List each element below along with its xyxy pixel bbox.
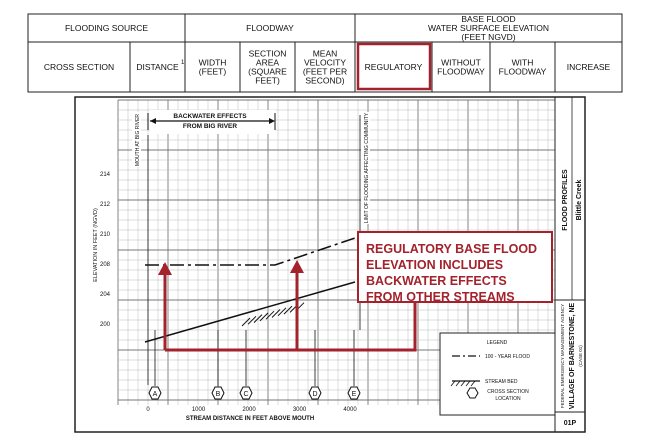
case: (CASE 01) <box>578 345 583 367</box>
bed-hatch <box>277 307 287 317</box>
column-header: (FEET) <box>199 67 227 77</box>
y-tick-label: 208 <box>100 262 111 268</box>
legend-xs <box>466 387 479 399</box>
x-tick-label: 0 <box>146 407 150 413</box>
mouth-label: MOUTH AT BIG RIVER <box>135 114 141 166</box>
legend-box <box>439 332 556 416</box>
column-header: CROSS SECTION <box>44 62 114 72</box>
x-axis-label: STREAM DISTANCE IN FEET ABOVE MOUTH <box>186 416 314 422</box>
group-header: FLOODWAY <box>246 23 294 33</box>
column-header: FEET) <box>255 76 280 86</box>
backwater-label: BACKWATER EFFECTS <box>173 113 247 120</box>
group-header: WATER SURFACE ELEVATION <box>428 23 549 33</box>
bed-hatch <box>253 314 263 323</box>
y-tick-label: 204 <box>100 292 111 298</box>
bed-hatch <box>241 317 251 327</box>
x-tick-label: 1000 <box>192 407 206 413</box>
legend-hatch <box>455 380 461 387</box>
y-tick-label: 214 <box>100 172 111 178</box>
flood-profile <box>145 237 356 266</box>
community: VILLAGE OF BARNESTONE, NE <box>569 302 576 409</box>
x-tick-label: 2000 <box>242 407 256 413</box>
group-header: BASE FLOOD <box>461 14 515 24</box>
mouth-bg <box>132 112 141 167</box>
backwater-bg <box>150 110 275 134</box>
column-header: FLOODWAY <box>437 67 485 77</box>
column-header: SECOND) <box>305 76 344 86</box>
callout-text: REGULATORY BASE FLOOD <box>366 242 537 256</box>
column-header: MEAN <box>313 49 338 59</box>
profile-title: FLOOD PROFILES <box>562 169 569 231</box>
column-header: FLOODWAY <box>499 67 547 77</box>
callout-arrow <box>163 270 417 352</box>
column-header: REGULATORY <box>365 62 423 72</box>
bed-hatch <box>271 309 281 318</box>
y-tick-label: 200 <box>100 322 111 328</box>
x-tick-label: 4000 <box>343 407 357 413</box>
stream-name: Blittle Creek <box>576 179 583 220</box>
group-header: (FEET NGVD) <box>461 32 515 42</box>
column-header: AREA <box>256 58 279 68</box>
xs-marker <box>347 386 361 400</box>
column-header: VELOCITY <box>304 58 346 68</box>
column-header: (FEET PER <box>303 67 347 77</box>
legend-hatch <box>470 380 476 387</box>
legend-flood-label: 100 - YEAR FLOOD <box>485 354 530 360</box>
legend-hatch <box>450 380 456 387</box>
legend-hatch <box>465 380 471 387</box>
panel: 01P <box>564 420 577 427</box>
legend-xs-label: CROSS SECTION <box>487 389 529 395</box>
legend-xs-label: LOCATION <box>495 396 521 402</box>
xs-marker <box>211 386 225 400</box>
limit-label: LIMIT OF FLOODING AFFECTING COMMUNITY <box>364 112 370 223</box>
xs-label: B <box>216 391 221 398</box>
xs-marker <box>148 386 162 400</box>
column-header: SECTION <box>249 49 287 59</box>
column-header: WITH <box>512 58 534 68</box>
backwater-label: FROM BIG RIVER <box>183 123 237 130</box>
group-header: FLOODING SOURCE <box>65 23 148 33</box>
y-axis-label: ELEVATION IN FEET (NGVD) <box>93 208 99 282</box>
callout-box <box>357 231 553 303</box>
xs-label: D <box>312 391 317 398</box>
callout-text: BACKWATER EFFECTS <box>366 274 507 288</box>
legend-hatch <box>460 380 466 387</box>
stream-bed <box>144 281 356 343</box>
footnote-mark: 1 <box>181 60 185 66</box>
callout-text: ELEVATION INCLUDES <box>366 258 503 272</box>
bed-hatch <box>247 315 257 325</box>
y-tick-label: 210 <box>100 232 111 238</box>
column-header: (SQUARE <box>248 67 287 77</box>
agency: FEDERAL EMERGENCY MANAGEMENT AGENCY <box>560 304 565 408</box>
limit-bg <box>361 112 370 224</box>
callout-text: FROM OTHER STREAMS <box>366 290 515 304</box>
column-header: WIDTH <box>199 58 227 68</box>
bed-hatch <box>265 310 275 320</box>
bed-hatch <box>283 305 293 315</box>
x-tick-label: 3000 <box>293 407 307 413</box>
legend-title: LEGEND <box>487 340 508 346</box>
table-frame <box>27 13 623 93</box>
xs-marker <box>239 386 253 400</box>
xs-marker <box>308 386 322 400</box>
highlight-box <box>356 42 432 91</box>
xs-label: A <box>153 391 158 398</box>
y-tick-label: 212 <box>100 202 111 208</box>
xs-label: E <box>352 391 357 398</box>
column-header: WITHOUT <box>441 58 481 68</box>
column-header: INCREASE <box>567 62 611 72</box>
bed-hatch <box>259 312 269 322</box>
column-header: DISTANCE <box>136 62 179 72</box>
xs-label: C <box>243 391 248 398</box>
legend-bed-label: STREAM BED <box>485 379 518 385</box>
